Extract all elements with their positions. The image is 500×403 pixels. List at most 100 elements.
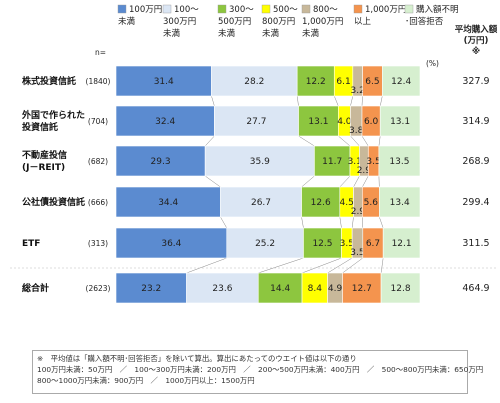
legend-label: 未満 <box>218 28 236 39</box>
connector-line <box>350 95 354 107</box>
data-label: 12.1 <box>392 239 412 249</box>
connector-line <box>361 95 363 107</box>
average-value: 268.9 <box>462 156 489 167</box>
bar-segment-lt100 <box>115 105 215 137</box>
data-label: 6.0 <box>364 117 379 127</box>
connector-line <box>186 257 227 274</box>
connector-line <box>353 175 360 188</box>
legend-label: ･回答拒否 <box>405 16 444 27</box>
bar-segment-unknown <box>382 65 421 97</box>
bar-segment-lt100 <box>115 272 187 304</box>
legend: 100万円未満100～300万円未満300～500万円未満500～800万円未満… <box>117 4 459 39</box>
data-label: 36.4 <box>161 239 181 249</box>
average-value: 311.5 <box>462 238 489 249</box>
row-n: (682) <box>88 157 108 166</box>
legend-label: 以上 <box>354 17 372 27</box>
bar-segment-ge1000 <box>342 272 382 304</box>
data-label: 32.4 <box>155 117 175 127</box>
chart-rows: 株式投資信託 (1840) 31.4 28.2 12.2 6.13.26.5 12.4 327… <box>21 65 490 304</box>
data-label: 2.9 <box>351 207 366 217</box>
connector-line <box>342 257 363 274</box>
legend-swatch <box>404 4 414 14</box>
unit-label: (%) <box>426 59 439 68</box>
footnote-line-1: ※ 平均値は「購入額不明･回答拒否」を除いて算出。算出にあたってのウエイト値は以… <box>37 354 357 363</box>
row-n: (2623) <box>86 284 111 293</box>
connector-line <box>361 135 369 147</box>
row-n: (704) <box>88 117 108 126</box>
connector-line <box>380 257 384 274</box>
row-label: 株式投資信託 <box>22 75 76 87</box>
connector-line <box>339 216 342 229</box>
legend-label: 1,000万円 <box>365 5 406 15</box>
chart-row: 株式投資信託 (1840) 31.4 28.2 12.2 6.13.26.5 12.4 327… <box>22 65 490 97</box>
legend-label: 500万円 <box>218 17 251 27</box>
legend-item-500_800: 500～ 800万円未満 <box>261 4 298 39</box>
data-label: 5.6 <box>364 198 379 208</box>
legend-item-800_1000: 800～ 1,000万円未満 <box>301 4 343 39</box>
data-label: 34.4 <box>158 198 178 208</box>
data-label: 13.1 <box>308 117 328 127</box>
bar-segment-unknown <box>380 272 421 304</box>
row-label: 不動産投信 <box>22 149 67 161</box>
connector-lines <box>186 95 384 274</box>
data-label: 13.4 <box>390 198 410 208</box>
bar-segment-300_500 <box>303 227 342 259</box>
bar-segment-300_500 <box>296 65 335 97</box>
connector-line <box>379 216 384 229</box>
bar-segment-500_800 <box>301 272 328 304</box>
legend-swatch <box>261 4 271 14</box>
legend-label: 500～ <box>273 5 298 15</box>
data-label: 11.7 <box>322 157 342 167</box>
average-header-line: ※ <box>472 46 480 57</box>
data-label: 13.5 <box>389 157 409 167</box>
legend-item-ge1000: 1,000万円以上 <box>353 4 406 27</box>
row-n: (666) <box>88 198 108 207</box>
chart-row: 不動産投信 (J－REIT) (682) 29.3 35.9 11.7 3.12.93.5 1… <box>22 145 490 177</box>
data-label: 28.2 <box>244 77 264 87</box>
data-label: 27.7 <box>246 117 266 127</box>
row-label: (J－REIT) <box>22 163 65 173</box>
data-label: 23.2 <box>141 284 161 294</box>
connector-line <box>204 135 215 147</box>
legend-item-300_500: 300～ 500万円未満 <box>217 4 254 39</box>
data-label: 29.3 <box>151 157 171 167</box>
row-label: 外国で作られた <box>21 109 85 121</box>
data-label: 12.5 <box>312 239 332 249</box>
data-label: 3.2 <box>351 86 365 96</box>
data-label: 4.0 <box>337 117 352 127</box>
data-label: 3.1 <box>348 157 362 167</box>
data-label: 35.9 <box>250 157 270 167</box>
connector-line <box>339 175 351 188</box>
bar-segment-unknown <box>378 145 421 177</box>
data-label: 3.8 <box>349 126 364 136</box>
legend-label: 100～ <box>174 5 199 15</box>
bar-segment-100_300 <box>226 227 304 259</box>
connector-line <box>351 216 354 229</box>
data-label: 12.2 <box>306 77 326 87</box>
data-label: 26.7 <box>251 198 271 208</box>
row-label: 総合計 <box>22 282 49 294</box>
chart-row: ETF (313) 36.4 25.2 12.5 3.53.56.7 12.1 311.5 <box>22 227 490 259</box>
data-label: 3.5 <box>340 239 354 249</box>
row-label: ETF <box>22 239 40 249</box>
connector-line <box>258 257 304 274</box>
legend-label: 未満 <box>302 28 320 39</box>
average-header-line: 平均購入額 <box>455 24 498 35</box>
data-label: 4.5 <box>339 198 353 208</box>
bar-segment-100_300 <box>214 105 299 137</box>
data-label: 12.8 <box>391 284 411 294</box>
data-label: 14.4 <box>270 284 290 294</box>
footnote-line-2: 100万円未満：50万円 ／ 100～300万円未満：200万円 ／ 200～5… <box>37 365 484 374</box>
data-label: 8.4 <box>308 284 323 294</box>
row-label: 公社債投資信託 <box>22 196 85 208</box>
legend-label: 購入額不明 <box>416 4 459 15</box>
data-label: 13.1 <box>390 117 410 127</box>
legend-label: 300万円 <box>163 17 196 27</box>
connector-line <box>338 135 351 147</box>
bar-segment-100_300 <box>204 145 315 177</box>
average-value: 327.9 <box>462 76 489 87</box>
legend-item-100_300: 100～ 300万円未満 <box>162 4 199 39</box>
legend-label: 未満 <box>118 16 136 27</box>
data-label: 2.9 <box>357 166 372 176</box>
legend-swatch <box>217 4 227 14</box>
